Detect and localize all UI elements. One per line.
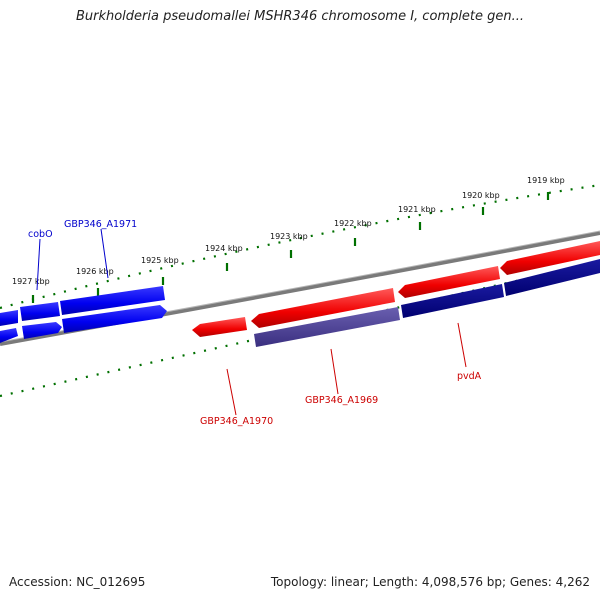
topology-label: Topology: linear; Length: 4,098,576 bp; …: [270, 575, 590, 589]
cds-pvda[interactable]: [401, 284, 504, 318]
scale-label-1923: 1923 kbp: [270, 232, 308, 241]
accession-label: Accession: NC_012695: [9, 575, 146, 589]
scale-label-1927: 1927 kbp: [12, 277, 50, 286]
gene-labels: cobO GBP346_A1971 GBP346_A1970 GBP346_A1…: [28, 219, 482, 427]
gene-label-gbp346-a1971[interactable]: GBP346_A1971: [64, 219, 137, 230]
gene-label-cobo[interactable]: cobO: [28, 229, 53, 240]
gene-arrow-gbp346-a1970[interactable]: [192, 317, 247, 337]
reverse-genes: [192, 241, 600, 337]
scale-label-1921: 1921 kbp: [398, 205, 436, 214]
outer-scale-track: [0, 183, 600, 310]
gene-arrow-cobo-lower[interactable]: [0, 328, 18, 343]
forward-genes: [0, 286, 167, 343]
scale-label-1925: 1925 kbp: [141, 256, 179, 265]
scale-label-1924: 1924 kbp: [205, 244, 243, 253]
cds-right[interactable]: [504, 259, 600, 296]
major-ticks: [31, 192, 550, 303]
cds-features: [254, 259, 600, 347]
scale-labels: 1919 kbp 1920 kbp 1921 kbp 1922 kbp 1923…: [12, 176, 565, 286]
gene-arrow-gbp346-a1969[interactable]: [251, 288, 395, 328]
gene-arrow-pvda[interactable]: [398, 266, 500, 298]
gene-arrow-gbp346-a1971-upper[interactable]: [20, 302, 60, 321]
scale-label-1920: 1920 kbp: [462, 191, 500, 200]
scale-label-1922: 1922 kbp: [334, 219, 372, 228]
gene-label-gbp346-a1969[interactable]: GBP346_A1969: [305, 395, 378, 406]
gene-arrow-blue-lower-1[interactable]: [22, 322, 62, 339]
label-leaders: [36, 228, 467, 416]
page-title: Burkholderia pseudomallei MSHR346 chromo…: [75, 9, 525, 24]
gene-label-pvda[interactable]: pvdA: [457, 371, 482, 382]
gene-arrow-blue-lower-2[interactable]: [62, 305, 167, 333]
gene-arrow-gbp346-a1971[interactable]: [60, 286, 165, 315]
cds-gbp346-a1969-selected[interactable]: [254, 307, 400, 347]
scale-label-1926: 1926 kbp: [76, 267, 114, 276]
gene-arrow-red-right[interactable]: [500, 241, 600, 275]
gene-arrow-cobo-upper[interactable]: [0, 310, 18, 326]
scale-label-1919: 1919 kbp: [527, 176, 565, 185]
gene-label-gbp346-a1970[interactable]: GBP346_A1970: [200, 416, 273, 427]
